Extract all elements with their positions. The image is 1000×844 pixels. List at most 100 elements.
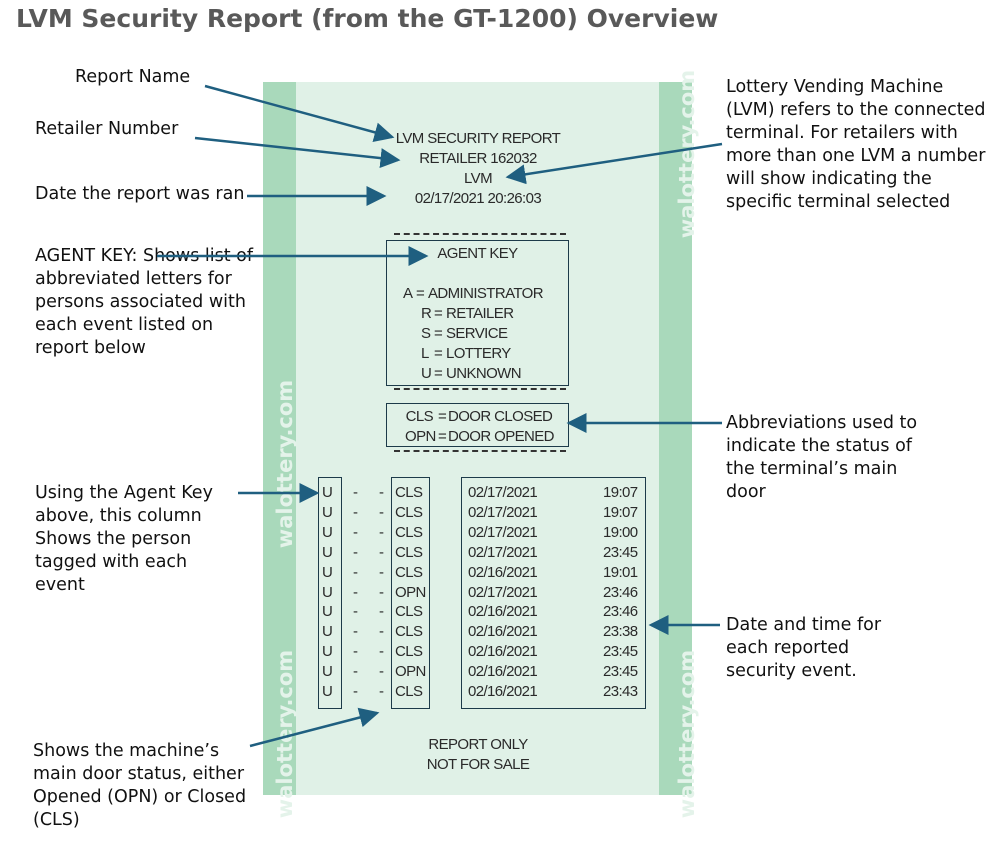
footer-line: NOT FOR SALE xyxy=(426,756,530,773)
equals-sign: = xyxy=(438,408,447,425)
equals-sign: = xyxy=(434,365,443,382)
arrow-lvm xyxy=(505,142,723,185)
dash-mark: - xyxy=(353,543,358,561)
equals-sign: = xyxy=(434,305,443,322)
equals-sign: = xyxy=(434,345,443,362)
footer-line: REPORT ONLY xyxy=(428,736,528,753)
event-agent: U xyxy=(322,683,333,700)
dash-mark: - xyxy=(379,603,384,621)
event-date: 02/16/2021 xyxy=(468,643,538,661)
left-stripe xyxy=(263,82,296,795)
agent-key-title: AGENT KEY xyxy=(437,245,518,262)
event-door-status: CLS xyxy=(395,643,423,661)
agent-code: S xyxy=(421,325,431,342)
label-agent-key: AGENT KEY: Shows list of abbreviated let… xyxy=(35,246,254,358)
equals-sign: = xyxy=(438,428,447,445)
event-time: 23:38 xyxy=(603,623,638,641)
right-stripe xyxy=(659,82,692,795)
agent-meaning: LOTTERY xyxy=(446,345,511,362)
event-door-status: CLS xyxy=(395,683,423,700)
event-date: 02/16/2021 xyxy=(468,563,538,581)
event-date: 02/17/2021 xyxy=(468,543,538,561)
event-date: 02/17/2021 xyxy=(468,583,538,601)
agent-meaning: ADMINISTRATOR xyxy=(428,285,544,302)
event-agent: U xyxy=(322,543,333,561)
event-door-status: CLS xyxy=(395,603,423,621)
event-agent: U xyxy=(322,503,333,521)
dash-mark: - xyxy=(353,484,358,501)
divider xyxy=(394,450,566,452)
security-report-ticket: walottery.com walottery.com walottery.co… xyxy=(263,70,699,818)
agent-code: L xyxy=(421,345,429,362)
terminal-id: LVM xyxy=(464,170,493,187)
agent-code: A xyxy=(403,285,413,302)
agent-meaning: SERVICE xyxy=(446,325,508,342)
event-door-status: CLS xyxy=(395,543,423,561)
agent-key-box xyxy=(386,240,569,386)
event-agent: U xyxy=(322,663,333,681)
dash-mark: - xyxy=(353,603,358,621)
door-code: OPN xyxy=(405,428,436,445)
event-agent: U xyxy=(322,623,333,641)
divider xyxy=(394,388,566,390)
agent-code: R xyxy=(421,305,432,322)
dash-mark: - xyxy=(379,523,384,541)
event-date: 02/16/2021 xyxy=(468,683,538,700)
dash-mark: - xyxy=(379,583,384,601)
arrow-report-name xyxy=(204,84,395,143)
equals-sign: = xyxy=(434,325,443,342)
event-time: 19:01 xyxy=(603,563,638,581)
event-time: 19:00 xyxy=(603,523,638,541)
label-report-name: Report Name xyxy=(75,67,191,87)
door-meaning: DOOR OPENED xyxy=(448,428,555,445)
dash-mark: - xyxy=(353,663,358,681)
event-agent: U xyxy=(322,563,333,581)
label-agent-column: Using the Agent Key above, this column S… xyxy=(35,483,213,595)
event-date: 02/17/2021 xyxy=(468,523,538,541)
agent-meaning: UNKNOWN xyxy=(446,365,522,382)
divider xyxy=(394,233,566,235)
event-date: 02/16/2021 xyxy=(468,603,538,621)
retailer-number: RETAILER 162032 xyxy=(419,150,537,167)
event-date: 02/17/2021 xyxy=(468,484,538,501)
dash-mark: - xyxy=(379,663,384,681)
report-datetime: 02/17/2021 20:26:03 xyxy=(414,190,542,207)
event-date: 02/16/2021 xyxy=(468,663,538,681)
event-date: 02/17/2021 xyxy=(468,503,538,521)
agent-meaning: RETAILER xyxy=(446,305,514,322)
label-abbreviations: Abbreviations used to indicate the statu… xyxy=(726,413,918,502)
page-title: LVM Security Report (from the GT-1200) O… xyxy=(16,4,719,33)
event-agent: U xyxy=(322,583,333,601)
door-code: CLS xyxy=(405,408,434,425)
event-door-status: OPN xyxy=(395,663,426,681)
label-door-status: Shows the machine’s main door status, ei… xyxy=(33,741,247,830)
label-lvm: Lottery Vending Machine (LVM) refers to … xyxy=(726,77,986,212)
dash-mark: - xyxy=(379,563,384,581)
dash-mark: - xyxy=(379,623,384,641)
dash-mark: - xyxy=(353,583,358,601)
event-time: 23:45 xyxy=(603,643,638,661)
label-retailer-number: Retailer Number xyxy=(35,119,179,139)
event-agent: U xyxy=(322,603,333,621)
dash-mark: - xyxy=(353,683,358,700)
dash-mark: - xyxy=(379,503,384,521)
report-name: LVM SECURITY REPORT xyxy=(395,130,561,147)
equals-sign: = xyxy=(416,285,425,302)
event-time: 19:07 xyxy=(603,503,638,521)
event-time: 19:07 xyxy=(603,484,638,501)
event-time: 23:46 xyxy=(603,583,638,601)
event-time: 23:45 xyxy=(603,663,638,681)
event-agent: U xyxy=(322,523,333,541)
event-agent: U xyxy=(322,484,333,501)
datetime-column-box xyxy=(461,477,646,709)
event-door-status: OPN xyxy=(395,583,426,601)
dash-mark: - xyxy=(353,623,358,641)
label-date-time: Date and time for each reported security… xyxy=(726,615,882,681)
event-door-status: CLS xyxy=(395,623,423,641)
event-time: 23:46 xyxy=(603,603,638,621)
dash-mark: - xyxy=(353,643,358,661)
arrow-retailer xyxy=(194,136,401,169)
label-date-ran: Date the report was ran xyxy=(35,184,245,204)
door-meaning: DOOR CLOSED xyxy=(448,408,553,425)
